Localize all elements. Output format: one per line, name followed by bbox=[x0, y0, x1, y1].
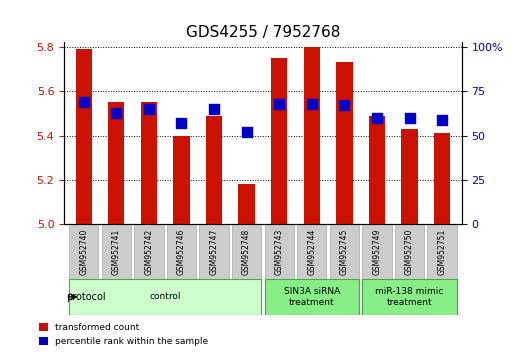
Legend: transformed count, percentile rank within the sample: transformed count, percentile rank withi… bbox=[35, 320, 212, 349]
Point bbox=[275, 101, 283, 107]
Bar bbox=[239, 184, 255, 224]
Bar bbox=[75, 49, 92, 224]
Text: GSM952751: GSM952751 bbox=[438, 228, 447, 275]
Point bbox=[308, 101, 316, 107]
Text: GSM952743: GSM952743 bbox=[274, 228, 284, 275]
FancyBboxPatch shape bbox=[69, 279, 261, 315]
Bar bbox=[206, 116, 222, 224]
FancyBboxPatch shape bbox=[232, 224, 261, 279]
Bar bbox=[141, 102, 157, 224]
Text: GSM952741: GSM952741 bbox=[112, 228, 121, 275]
Text: GSM952744: GSM952744 bbox=[307, 228, 317, 275]
Bar bbox=[271, 58, 287, 224]
Text: GSM952746: GSM952746 bbox=[177, 228, 186, 275]
Point bbox=[80, 99, 88, 105]
FancyBboxPatch shape bbox=[297, 224, 326, 279]
Point bbox=[405, 115, 413, 121]
Point bbox=[210, 106, 218, 112]
Point bbox=[373, 115, 381, 121]
Text: protocol: protocol bbox=[66, 292, 105, 302]
Text: GSM952750: GSM952750 bbox=[405, 228, 414, 275]
Point bbox=[243, 129, 251, 135]
FancyBboxPatch shape bbox=[362, 279, 457, 315]
Text: GSM952747: GSM952747 bbox=[209, 228, 219, 275]
Title: GDS4255 / 7952768: GDS4255 / 7952768 bbox=[186, 25, 340, 40]
Text: miR-138 mimic
treatment: miR-138 mimic treatment bbox=[376, 287, 444, 307]
FancyBboxPatch shape bbox=[265, 279, 359, 315]
FancyBboxPatch shape bbox=[362, 224, 391, 279]
Bar bbox=[336, 62, 352, 224]
FancyBboxPatch shape bbox=[427, 224, 457, 279]
Bar bbox=[304, 47, 320, 224]
Bar bbox=[401, 129, 418, 224]
Bar bbox=[173, 136, 190, 224]
FancyBboxPatch shape bbox=[200, 224, 229, 279]
Text: GSM952749: GSM952749 bbox=[372, 228, 382, 275]
Bar bbox=[434, 133, 450, 224]
FancyBboxPatch shape bbox=[134, 224, 164, 279]
FancyBboxPatch shape bbox=[102, 224, 131, 279]
Text: GSM952742: GSM952742 bbox=[144, 228, 153, 275]
Point bbox=[340, 103, 348, 108]
Bar bbox=[369, 116, 385, 224]
FancyBboxPatch shape bbox=[69, 224, 98, 279]
Text: control: control bbox=[149, 292, 181, 301]
FancyBboxPatch shape bbox=[330, 224, 359, 279]
Text: GSM952740: GSM952740 bbox=[79, 228, 88, 275]
Point bbox=[438, 117, 446, 122]
FancyBboxPatch shape bbox=[265, 224, 294, 279]
Point bbox=[112, 110, 121, 115]
Text: GSM952745: GSM952745 bbox=[340, 228, 349, 275]
Point bbox=[177, 120, 186, 126]
Bar bbox=[108, 102, 125, 224]
FancyBboxPatch shape bbox=[395, 224, 424, 279]
Text: SIN3A siRNA
treatment: SIN3A siRNA treatment bbox=[284, 287, 340, 307]
FancyBboxPatch shape bbox=[167, 224, 196, 279]
Text: GSM952748: GSM952748 bbox=[242, 228, 251, 275]
Point bbox=[145, 106, 153, 112]
